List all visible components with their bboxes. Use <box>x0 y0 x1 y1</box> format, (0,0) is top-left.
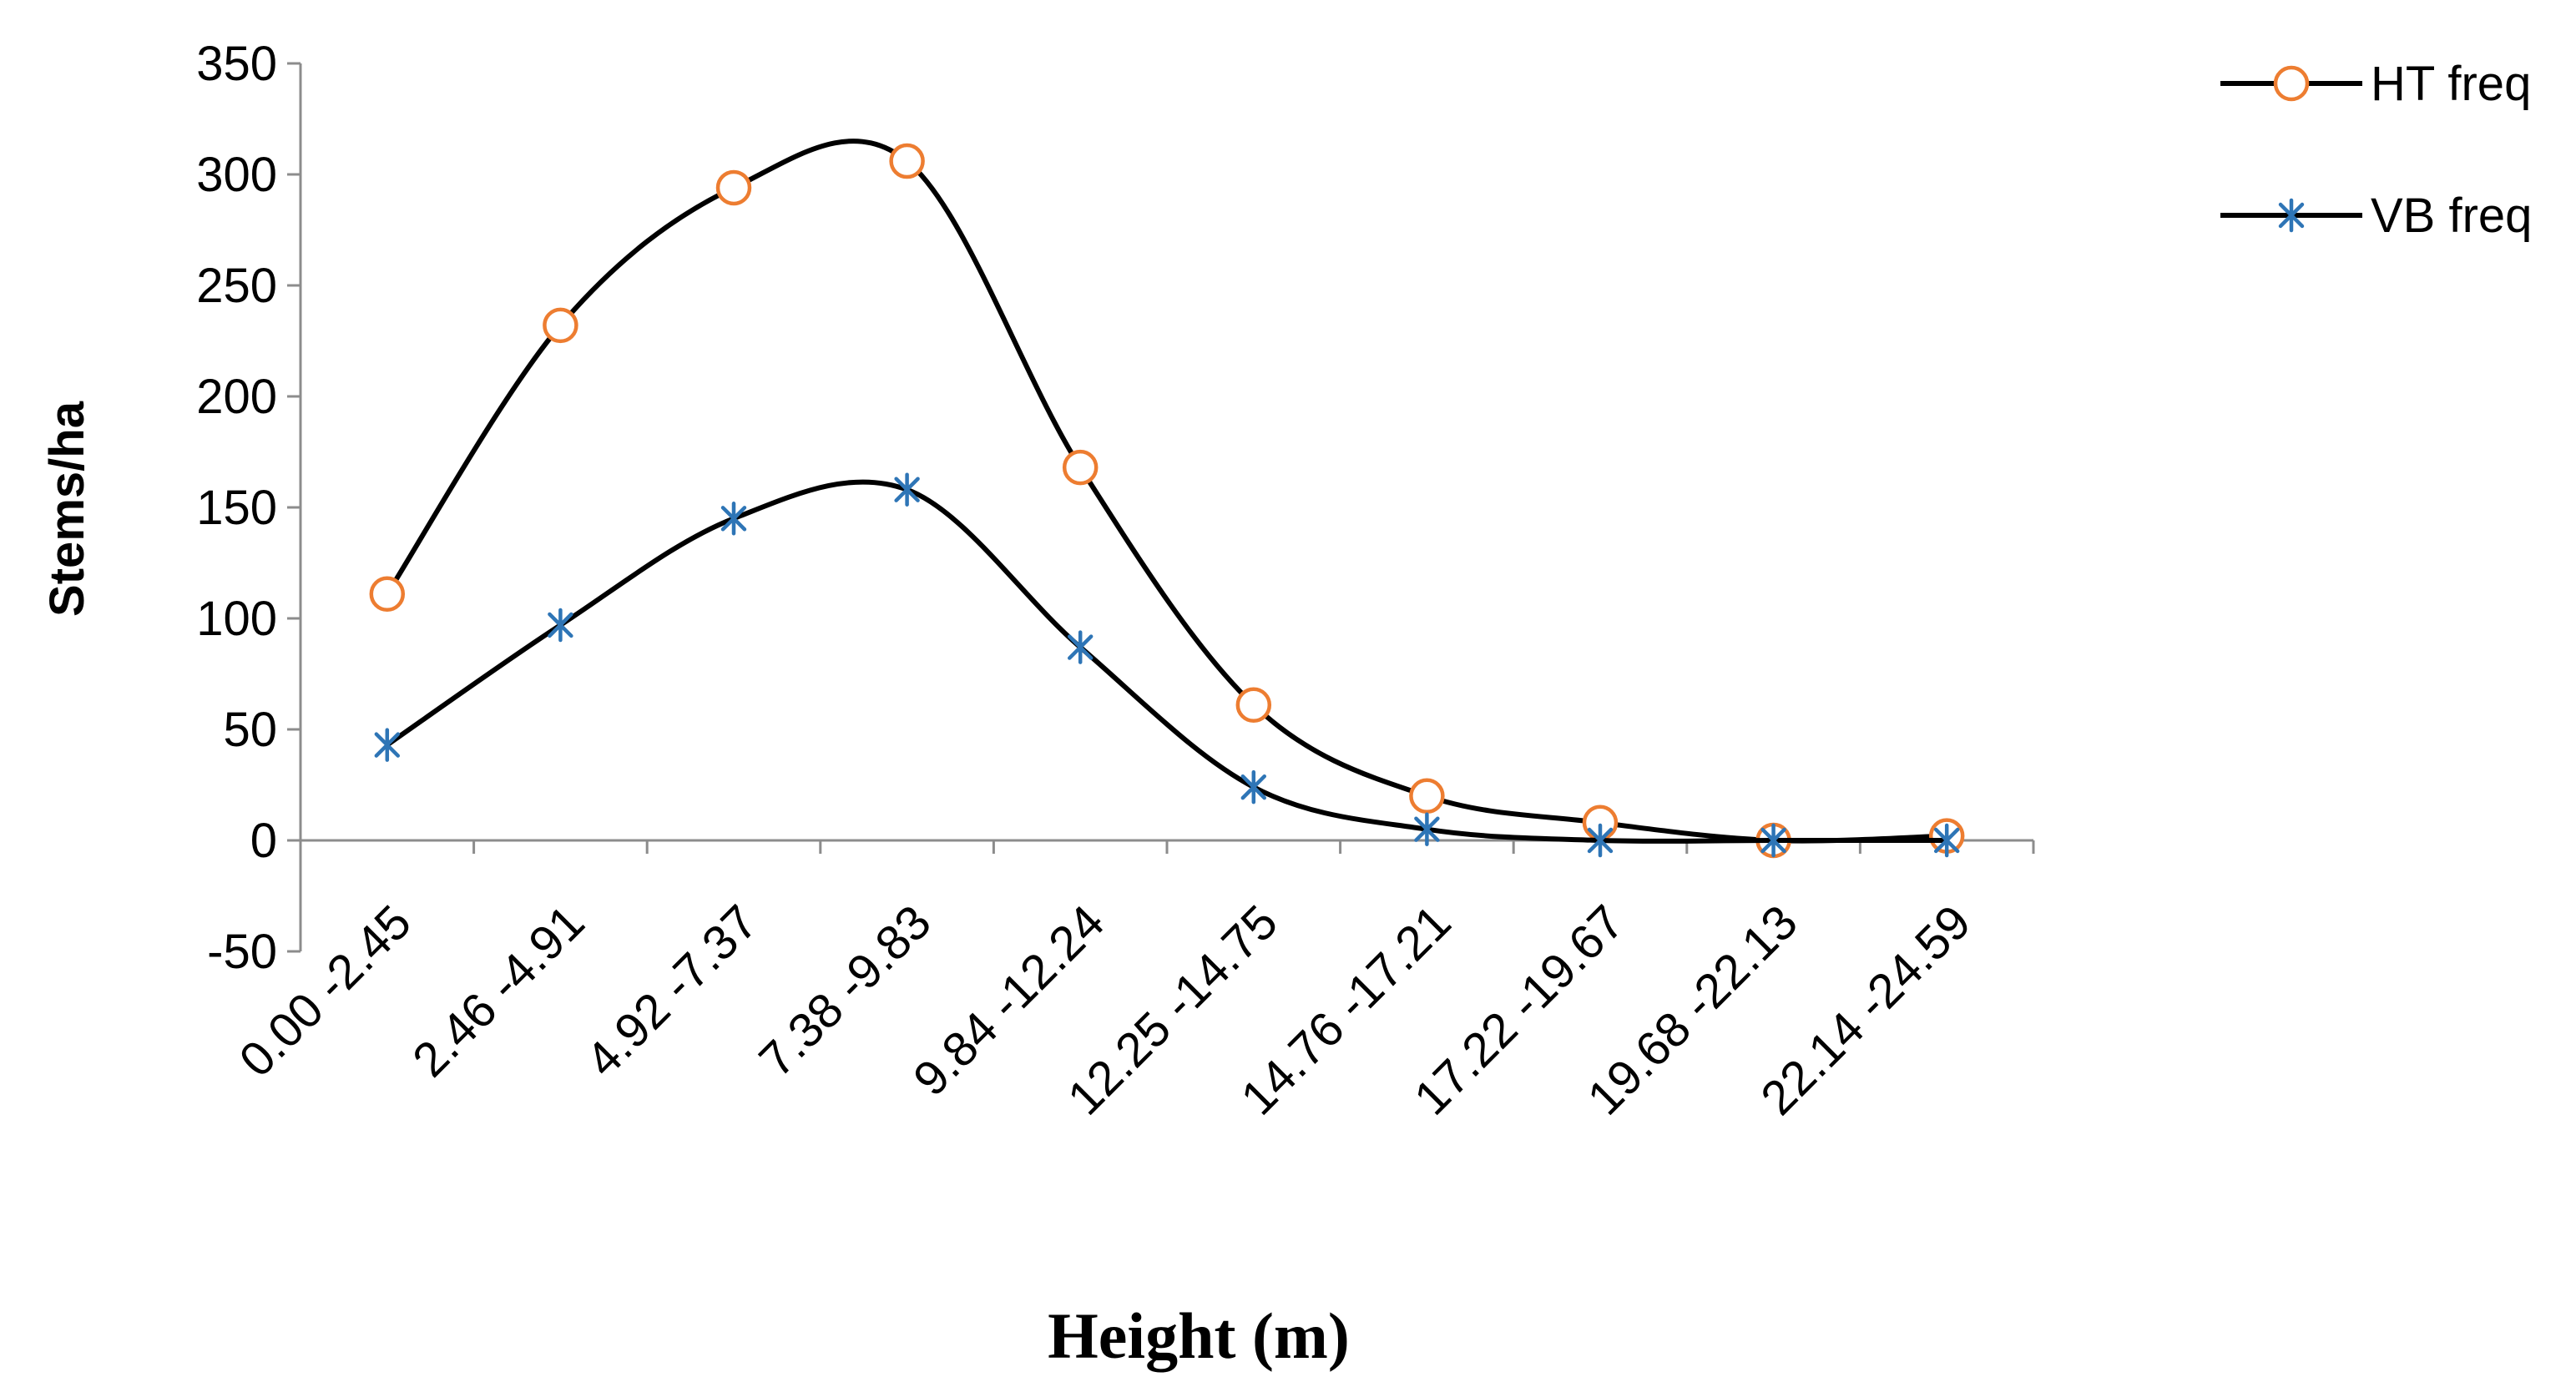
data-point-ht-freq <box>1235 687 1272 723</box>
y-tick-label: 100 <box>196 592 277 646</box>
marker-stroke <box>720 506 747 532</box>
data-point-vb-freq <box>374 728 401 762</box>
marker-stroke <box>1587 827 1614 854</box>
marker-stroke <box>2278 202 2305 229</box>
marker-stroke <box>1933 827 1960 854</box>
marker-stroke <box>894 477 920 502</box>
legend-label-ht-freq: HT freq <box>2371 57 2531 111</box>
x-axis: 0.00 -2.452.46 -4.914.92 -7.377.38 -9.83… <box>229 839 2035 1126</box>
marker-stroke <box>374 732 401 758</box>
data-point-ht-freq <box>543 307 578 344</box>
y-tick-label: 300 <box>196 148 277 202</box>
data-point-vb-freq <box>548 608 573 643</box>
marker-stroke <box>548 612 573 638</box>
y-tick-label: 250 <box>196 259 277 313</box>
data-point-vb-freq <box>1414 812 1440 846</box>
legend-marker-ht-freq <box>2273 65 2310 102</box>
y-tick-label: -50 <box>207 925 277 979</box>
y-tick-label: 200 <box>196 370 277 424</box>
x-axis-label: Height (m) <box>1048 1299 1350 1372</box>
data-point-ht-freq <box>369 576 406 612</box>
y-tick-label: 150 <box>196 481 277 535</box>
marker-stroke <box>1414 816 1440 842</box>
data-point-vb-freq <box>1587 823 1614 858</box>
y-axis-label: Stems/ha <box>40 401 94 617</box>
y-tick-label: 50 <box>223 703 277 757</box>
marker-stroke <box>1760 827 1786 854</box>
series-line-vb-freq <box>386 479 1947 844</box>
data-point-ht-freq <box>715 169 752 206</box>
series-layer <box>369 139 1965 859</box>
data-point-vb-freq <box>894 472 920 507</box>
y-axis: -50 0 50 100 150 200 250 300 350 <box>196 37 302 979</box>
y-tick-label: 0 <box>250 814 277 868</box>
legend: HT freq VB freq <box>2220 57 2532 243</box>
data-point-ht-freq <box>889 143 925 179</box>
x-tick-label: 2.46 -4.91 <box>402 895 595 1087</box>
y-tick-label: 350 <box>196 37 277 91</box>
x-tick-label: 0.00 -2.45 <box>229 895 422 1087</box>
data-point-vb-freq <box>1760 823 1786 858</box>
legend-marker-vb-freq <box>2278 198 2305 233</box>
data-point-ht-freq <box>1062 449 1099 486</box>
series-line-ht-freq <box>385 139 1947 844</box>
data-point-ht-freq <box>1409 778 1445 815</box>
data-point-vb-freq <box>1933 823 1960 858</box>
x-tick-label: 4.92 -7.37 <box>576 895 769 1087</box>
data-point-vb-freq <box>1240 769 1267 805</box>
marker-stroke <box>1067 634 1094 660</box>
legend-label-vb-freq: VB freq <box>2371 189 2532 243</box>
marker-stroke <box>1240 774 1267 800</box>
data-point-vb-freq <box>720 502 747 536</box>
data-point-vb-freq <box>1067 630 1094 664</box>
